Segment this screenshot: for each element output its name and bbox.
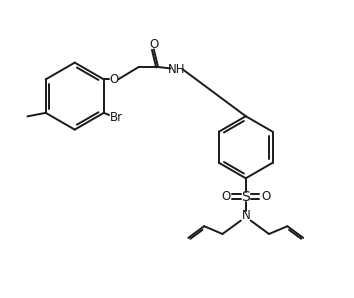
Text: N: N: [241, 209, 250, 223]
Text: S: S: [241, 190, 250, 204]
Text: NH: NH: [168, 63, 185, 76]
Text: O: O: [109, 73, 118, 86]
Text: O: O: [149, 38, 159, 51]
Text: O: O: [221, 190, 230, 203]
Text: O: O: [261, 190, 270, 203]
Text: Br: Br: [110, 111, 123, 124]
